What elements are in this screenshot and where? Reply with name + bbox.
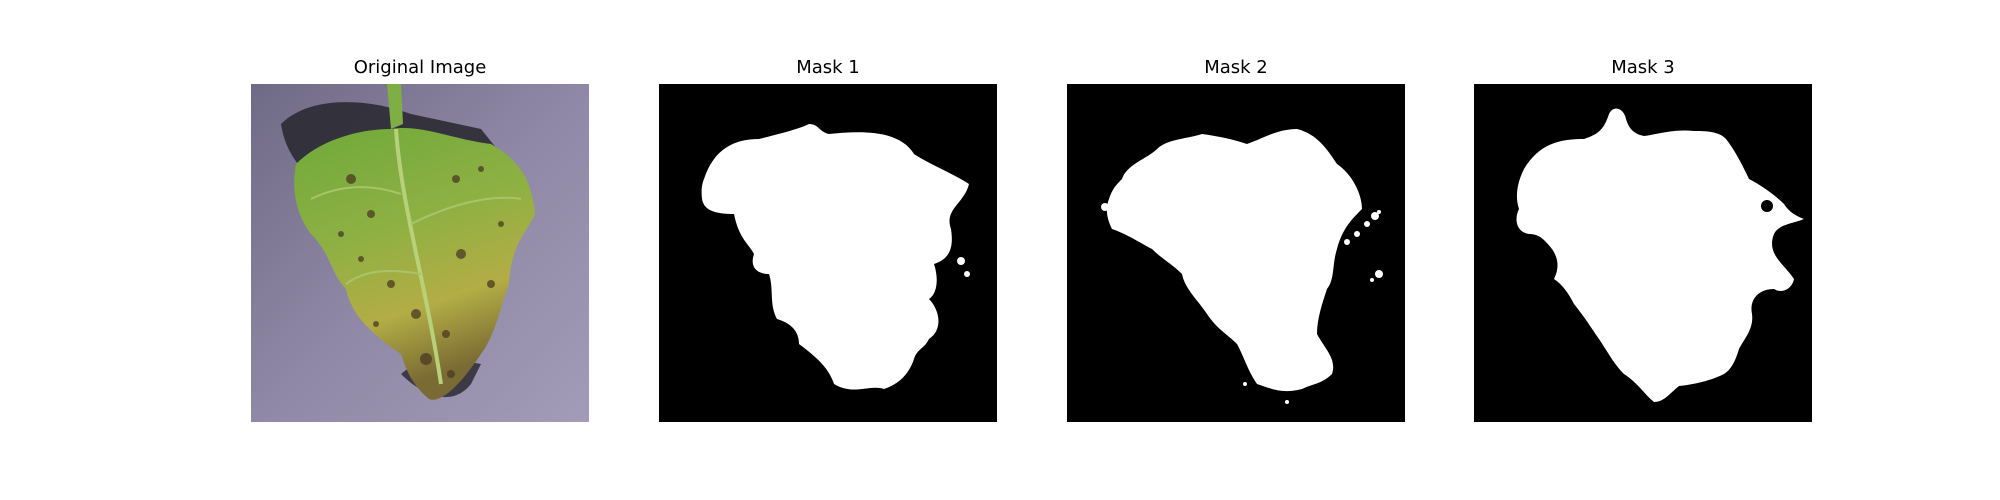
panel-title-mask-1: Mask 1 [796, 57, 860, 78]
panel-title-mask-2: Mask 2 [1204, 57, 1268, 78]
leaf-photo [251, 84, 589, 422]
panel-title-original: Original Image [353, 57, 487, 78]
mask-2-panel: Mask 2 [1067, 0, 1405, 500]
mask-3-image [1474, 84, 1812, 422]
mask-2-image [1067, 84, 1405, 422]
panel-title-mask-3: Mask 3 [1611, 57, 1675, 78]
mask-1-panel: Mask 1 [659, 0, 997, 500]
mask-1-image [659, 84, 997, 422]
mask-3-panel: Mask 3 [1474, 0, 1812, 500]
original-image-panel: Original Image [251, 0, 589, 500]
